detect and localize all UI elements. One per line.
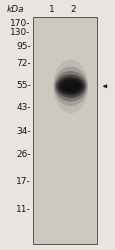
Ellipse shape: [62, 81, 78, 92]
Ellipse shape: [53, 59, 87, 113]
Text: 170-: 170-: [10, 19, 30, 28]
Text: 17-: 17-: [16, 178, 30, 186]
Text: 95-: 95-: [16, 42, 30, 51]
Text: 55-: 55-: [16, 80, 30, 90]
Text: kDa: kDa: [6, 5, 24, 14]
Text: 43-: 43-: [16, 103, 30, 112]
Ellipse shape: [57, 77, 83, 95]
Ellipse shape: [64, 82, 76, 90]
Ellipse shape: [56, 74, 85, 98]
Text: 72-: 72-: [16, 59, 30, 68]
Text: 11-: 11-: [16, 205, 30, 214]
Text: 1: 1: [48, 5, 54, 14]
Text: 26-: 26-: [16, 150, 30, 159]
Text: 130-: 130-: [10, 28, 30, 37]
Ellipse shape: [54, 71, 86, 102]
Bar: [33, 17, 96, 244]
Ellipse shape: [59, 79, 81, 93]
Text: 34-: 34-: [16, 127, 30, 136]
Ellipse shape: [53, 66, 87, 106]
Text: 2: 2: [70, 5, 76, 14]
